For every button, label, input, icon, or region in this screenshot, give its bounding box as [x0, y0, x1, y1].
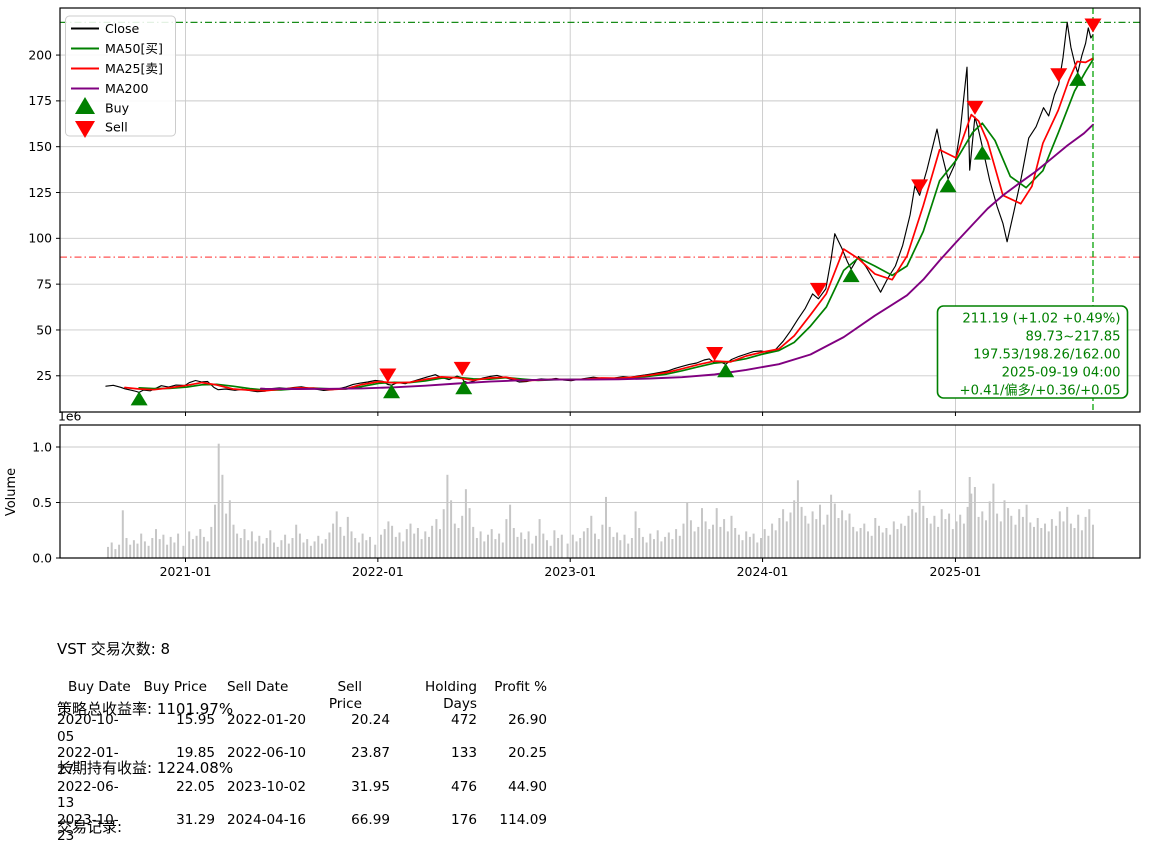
table-cell: 2022-06-10 — [227, 745, 307, 762]
table-cell: 2022-06-13 — [57, 778, 119, 812]
legend-label: MA25[卖] — [105, 61, 163, 76]
sell-marker — [453, 361, 471, 376]
table-cell: 2022-01-20 — [227, 712, 307, 729]
buy-marker — [973, 145, 991, 160]
table-cell: 20.24 — [351, 712, 390, 729]
sell-marker — [379, 368, 397, 383]
table-row: 2023-10-23 31.29 2024-04-16 66.99 176 114.09 — [57, 812, 547, 843]
buy-marker — [383, 384, 401, 399]
price-tick-label: 200 — [28, 47, 52, 62]
x-tick-label: 2024-01 — [737, 564, 789, 579]
table-cell: 66.99 — [351, 811, 390, 828]
x-tick-label: 2025-01 — [930, 564, 982, 579]
legend-label: MA50[买] — [105, 41, 163, 56]
annotation-line: +0.41/偏多/+0.36/+0.05 — [960, 382, 1121, 399]
table-cell: 26.90 — [508, 712, 547, 729]
table-cell: 476 — [451, 778, 477, 795]
gridlines — [60, 8, 1140, 559]
sell-marker — [911, 179, 929, 194]
series-ma200 — [259, 123, 1094, 390]
axis-ticks — [56, 54, 956, 562]
price-tick-label: 125 — [28, 185, 52, 200]
trade-record-table: Buy Date Buy Price Sell Date Sell Price Hold… — [57, 679, 547, 843]
table-cell: 2023-10-02 — [227, 778, 307, 795]
table-cell: 31.95 — [351, 778, 390, 795]
buy-marker — [842, 268, 860, 283]
strategy-stats: VST 交易次数: 8 策略总收益率: 1101.97% 长期持有收益: 122… — [57, 601, 233, 843]
x-tick-label: 2022-01 — [352, 564, 404, 579]
table-row: 2022-01-27 19.85 2022-06-10 23.87 133 20.25 — [57, 745, 547, 778]
table-cell: Profit % — [494, 679, 547, 695]
buy-marker — [717, 363, 735, 378]
axis-labels: 25 50 75 100 125 150 175 200 0.0 0.5 1.0 2021-01 202… — [28, 47, 981, 579]
stats-hold-return: 长期持有收益: 1224.08% — [57, 758, 234, 777]
table-cell: 23.87 — [351, 745, 390, 762]
x-tick-label: 2021-01 — [160, 564, 212, 579]
x-tick-label: 2023-01 — [544, 564, 596, 579]
table-header-row: Buy Date Buy Price Sell Date Sell Price Hold… — [57, 679, 547, 712]
annotation-line: 211.19 (+1.02 +0.49%) — [962, 312, 1120, 327]
table-cell: 19.85 — [176, 745, 215, 762]
volume-tick-label: 0.0 — [32, 550, 52, 565]
price-tick-label: 150 — [28, 139, 52, 154]
table-cell: 2024-04-16 — [227, 811, 307, 828]
price-tick-label: 50 — [36, 322, 52, 337]
table-cell: Buy Price — [143, 679, 207, 695]
buy-marker — [1069, 71, 1087, 86]
price-tick-label: 75 — [36, 276, 52, 291]
table-cell: 22.05 — [176, 778, 215, 795]
legend-label: Buy — [105, 100, 130, 115]
volume-tick-label: 0.5 — [32, 495, 52, 510]
volume-panel-frame — [59, 424, 1141, 559]
buy-marker — [939, 178, 957, 193]
table-cell: 2022-01-27 — [57, 745, 119, 778]
price-tick-label: 25 — [36, 368, 52, 383]
table-cell: Sell Price — [328, 679, 362, 712]
sell-marker — [1050, 68, 1068, 83]
price-annotation: 211.19 (+1.02 +0.49%) 89.73~217.85 197.53/… — [936, 305, 1129, 399]
table-cell: 44.90 — [508, 778, 547, 795]
stats-records-label: 交易记录: — [57, 817, 123, 836]
sell-marker — [706, 347, 724, 362]
stats-trades-count: VST 交易次数: 8 — [57, 640, 171, 659]
price-tick-label: 175 — [28, 93, 52, 108]
table-cell: 2023-10-23 — [57, 811, 119, 843]
annotation-line: 2025-09-19 04:00 — [1002, 366, 1121, 381]
table-cell: 176 — [451, 811, 477, 828]
table-cell: Sell Date — [227, 679, 289, 695]
legend-label: Close — [105, 21, 140, 36]
sell-marker — [809, 282, 827, 297]
price-panel-frame — [59, 7, 1141, 413]
table-row: 2020-10-05 15.95 2022-01-20 20.24 472 26.90 — [57, 712, 547, 745]
table-cell: 133 — [451, 745, 477, 762]
table-cell: 15.95 — [176, 712, 215, 729]
table-cell: 2020-10-05 — [57, 712, 119, 745]
volume-tick-label: 1.0 — [32, 439, 52, 454]
stats-strategy-return: 策略总收益率: 1101.97% — [57, 699, 234, 718]
table-row: 2022-06-13 22.05 2023-10-02 31.95 476 44.90 — [57, 779, 547, 812]
legend-label: Sell — [105, 119, 128, 134]
buy-marker — [455, 380, 473, 395]
table-cell: 114.09 — [499, 811, 547, 828]
volume-bars — [107, 443, 1094, 559]
table-cell: 31.29 — [176, 811, 215, 828]
legend: Close MA50[买] MA25[卖] MA200 Buy Sell — [65, 15, 176, 138]
annotation-line: 197.53/198.26/162.00 — [973, 348, 1120, 363]
price-volume-chart: 25 50 75 100 125 150 175 200 0.0 0.5 1.0 2021-01 202… — [4, 7, 1141, 579]
table-cell: Holding Days — [425, 679, 477, 712]
price-tick-label: 100 — [28, 231, 52, 246]
table-cell: 20.25 — [508, 745, 547, 762]
sell-marker — [966, 100, 984, 115]
legend-label: MA200 — [105, 81, 149, 96]
volume-scale-offset: 1e6 — [58, 409, 82, 424]
sell-marker — [1084, 18, 1102, 33]
volume-axis-label: Volume — [4, 468, 19, 516]
table-cell: Buy Date — [68, 679, 131, 695]
table-cell: 472 — [451, 712, 477, 729]
annotation-line: 89.73~217.85 — [1026, 330, 1121, 345]
legend-buy-triangle-icon — [75, 97, 95, 114]
legend-sell-triangle-icon — [75, 121, 95, 138]
buy-marker — [130, 391, 148, 406]
